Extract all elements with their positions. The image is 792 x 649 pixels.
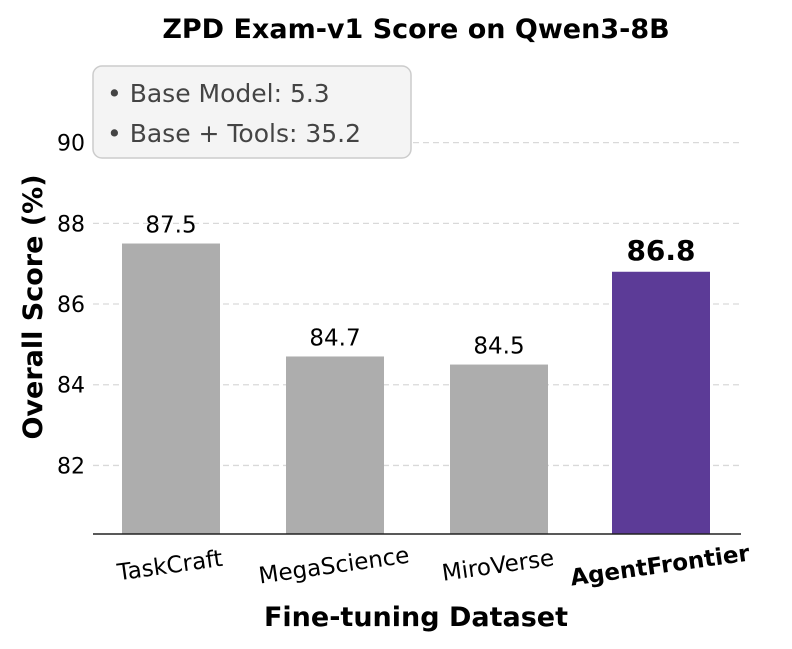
chart-title: ZPD Exam-v1 Score on Qwen3-8B — [162, 14, 669, 45]
y-tick-labels: 82 84 86 88 90 — [57, 132, 85, 480]
bar-agentfrontier — [612, 271, 710, 534]
bars — [122, 243, 710, 534]
value-label: 86.8 — [626, 234, 695, 267]
value-label: 84.7 — [309, 325, 360, 351]
bar-megascience — [286, 356, 384, 534]
y-tick-label: 86 — [57, 293, 85, 318]
bar-miroverse — [450, 364, 548, 534]
annotation-line-base-tools: • Base + Tools: 35.2 — [107, 119, 361, 148]
x-tick-labels: TaskCraft MegaScience MiroVerse AgentFronti… — [115, 541, 752, 592]
y-tick-label: 82 — [57, 454, 85, 479]
annotation-line-base-model: • Base Model: 5.3 — [107, 79, 330, 108]
value-labels: 87.5 84.7 84.5 86.8 — [145, 213, 695, 360]
x-tick-label: TaskCraft — [115, 546, 225, 587]
value-label: 84.5 — [473, 334, 524, 360]
annotation-box-background — [92, 65, 412, 159]
x-tick-label: AgentFrontier — [569, 541, 752, 592]
y-axis-title: Overall Score (%) — [18, 174, 49, 439]
x-tick-label: MiroVerse — [440, 545, 555, 586]
annotation-box: • Base Model: 5.3 • Base + Tools: 35.2 — [92, 65, 412, 159]
y-tick-label: 84 — [57, 374, 85, 399]
value-label: 87.5 — [145, 213, 196, 239]
x-tick-label: MegaScience — [257, 543, 411, 590]
y-tick-label: 88 — [57, 212, 85, 237]
x-axis-title: Fine-tuning Dataset — [264, 602, 568, 633]
bar-taskcraft — [122, 243, 220, 534]
y-tick-label: 90 — [57, 132, 85, 157]
